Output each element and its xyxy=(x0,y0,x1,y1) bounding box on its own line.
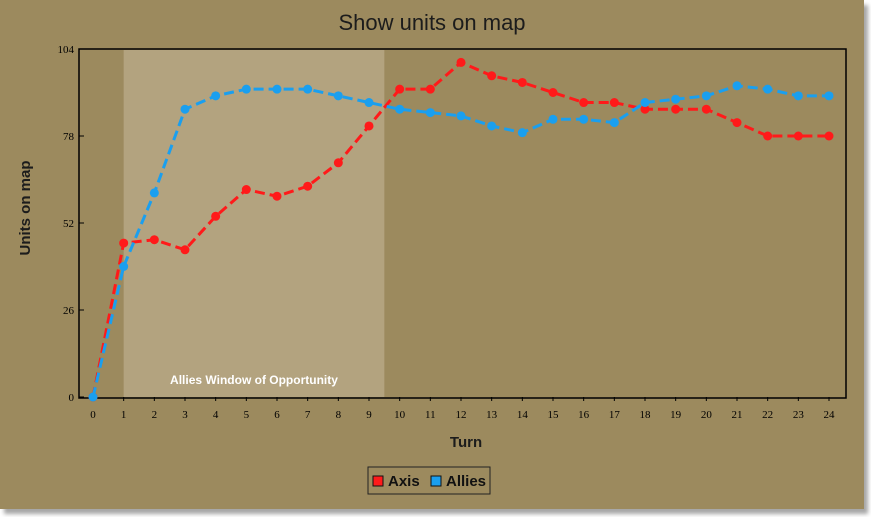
data-point-axis[interactable] xyxy=(609,98,619,108)
x-tick-label: 24 xyxy=(824,409,836,421)
data-point-axis[interactable] xyxy=(548,88,558,97)
x-tick-label: 8 xyxy=(336,409,342,421)
data-point-allies[interactable] xyxy=(241,84,251,94)
chart-title: Show units on map xyxy=(338,10,525,35)
legend-label-axis: Axis xyxy=(388,473,420,490)
data-point-allies[interactable] xyxy=(364,98,374,108)
data-point-allies[interactable] xyxy=(456,111,466,121)
series-allies xyxy=(88,81,834,402)
data-point-axis[interactable] xyxy=(487,71,497,81)
legend-item-axis[interactable]: Axis xyxy=(372,473,420,490)
x-tick-label: 9 xyxy=(366,409,372,421)
data-point-axis[interactable] xyxy=(701,104,711,114)
y-axis-ticks: 0 26 52 78 104 xyxy=(58,44,84,404)
data-point-allies[interactable] xyxy=(763,84,773,94)
data-point-allies[interactable] xyxy=(180,104,190,114)
x-tick-label: 11 xyxy=(425,409,436,421)
data-point-allies[interactable] xyxy=(579,114,589,124)
data-point-axis[interactable] xyxy=(640,104,650,114)
legend-swatch-allies xyxy=(430,475,442,487)
y-tick-label: 78 xyxy=(63,131,75,143)
data-point-allies[interactable] xyxy=(793,91,803,101)
data-point-allies[interactable] xyxy=(149,188,159,198)
data-point-allies[interactable] xyxy=(425,108,435,118)
data-point-allies[interactable] xyxy=(333,91,343,101)
data-point-allies[interactable] xyxy=(548,114,558,124)
x-tick-label: 22 xyxy=(762,409,773,421)
x-tick-label: 4 xyxy=(213,409,219,421)
data-point-axis[interactable] xyxy=(456,57,466,67)
series-layer xyxy=(88,57,834,402)
data-point-axis[interactable] xyxy=(395,84,405,94)
x-tick-label: 16 xyxy=(578,409,590,421)
data-point-axis[interactable] xyxy=(793,131,803,141)
data-point-allies[interactable] xyxy=(303,84,313,94)
data-point-axis[interactable] xyxy=(180,245,190,255)
y-tick-label: 26 xyxy=(63,305,75,317)
highlight-band xyxy=(123,50,385,397)
x-tick-label: 10 xyxy=(394,409,406,421)
x-tick-label: 2 xyxy=(152,409,158,421)
x-tick-label: 18 xyxy=(640,409,652,421)
legend-swatch-axis xyxy=(372,475,384,487)
y-axis-title: Units on map xyxy=(17,160,34,255)
data-point-axis[interactable] xyxy=(119,238,129,248)
x-tick-label: 3 xyxy=(182,409,188,421)
chart-svg: Show units on map Allies Window of Oppor… xyxy=(17,10,847,495)
x-tick-label: 7 xyxy=(305,409,311,421)
x-tick-label: 19 xyxy=(670,409,682,421)
data-point-allies[interactable] xyxy=(395,104,405,114)
y-tick-label: 104 xyxy=(58,44,75,56)
data-point-allies[interactable] xyxy=(609,118,619,128)
data-point-allies[interactable] xyxy=(517,128,527,138)
x-tick-label: 13 xyxy=(486,409,498,421)
data-point-axis[interactable] xyxy=(364,121,374,131)
data-point-axis[interactable] xyxy=(763,131,773,141)
data-point-allies[interactable] xyxy=(88,392,98,402)
x-tick-label: 0 xyxy=(90,409,96,421)
data-point-axis[interactable] xyxy=(824,131,834,141)
chart-frame: Show units on map Allies Window of Oppor… xyxy=(0,0,864,509)
data-point-axis[interactable] xyxy=(671,104,681,114)
data-point-allies[interactable] xyxy=(671,94,681,104)
x-axis-title: Turn xyxy=(450,434,482,451)
data-point-allies[interactable] xyxy=(824,91,834,101)
data-point-axis[interactable] xyxy=(211,211,221,221)
data-point-allies[interactable] xyxy=(272,84,282,94)
x-tick-label: 12 xyxy=(456,409,467,421)
data-point-allies[interactable] xyxy=(487,121,497,131)
data-point-axis[interactable] xyxy=(272,191,282,201)
legend[interactable]: Axis Allies xyxy=(367,466,491,495)
x-tick-label: 1 xyxy=(121,409,127,421)
data-point-allies[interactable] xyxy=(732,81,742,91)
data-point-allies[interactable] xyxy=(701,91,711,101)
data-point-allies[interactable] xyxy=(119,262,129,271)
data-point-axis[interactable] xyxy=(425,84,435,94)
data-point-axis[interactable] xyxy=(241,185,251,195)
x-tick-label: 5 xyxy=(244,409,250,421)
y-tick-label: 0 xyxy=(69,392,75,404)
y-tick-label: 52 xyxy=(63,218,74,230)
data-point-allies[interactable] xyxy=(211,91,221,101)
x-tick-label: 14 xyxy=(517,409,529,421)
data-point-axis[interactable] xyxy=(333,158,343,168)
data-point-axis[interactable] xyxy=(732,118,742,128)
x-tick-label: 20 xyxy=(701,409,713,421)
data-point-axis[interactable] xyxy=(579,98,589,108)
x-tick-label: 23 xyxy=(793,409,805,421)
x-tick-label: 15 xyxy=(548,409,560,421)
data-point-axis[interactable] xyxy=(149,235,159,245)
data-point-axis[interactable] xyxy=(517,77,527,87)
x-tick-label: 6 xyxy=(274,409,280,421)
data-point-axis[interactable] xyxy=(303,181,313,191)
x-tick-label: 17 xyxy=(609,409,621,421)
legend-item-allies[interactable]: Allies xyxy=(430,473,486,490)
data-point-allies[interactable] xyxy=(640,98,650,108)
highlight-band-label: Allies Window of Opportunity xyxy=(170,373,338,387)
legend-box xyxy=(367,466,491,495)
x-axis-ticks: 0 1 2 3 4 5 6 7 8 9 10 11 12 13 14 15 16 17 18 19 20 21 22 23 24 xyxy=(90,397,835,421)
x-tick-label: 21 xyxy=(732,409,743,421)
legend-label-allies: Allies xyxy=(446,473,486,490)
